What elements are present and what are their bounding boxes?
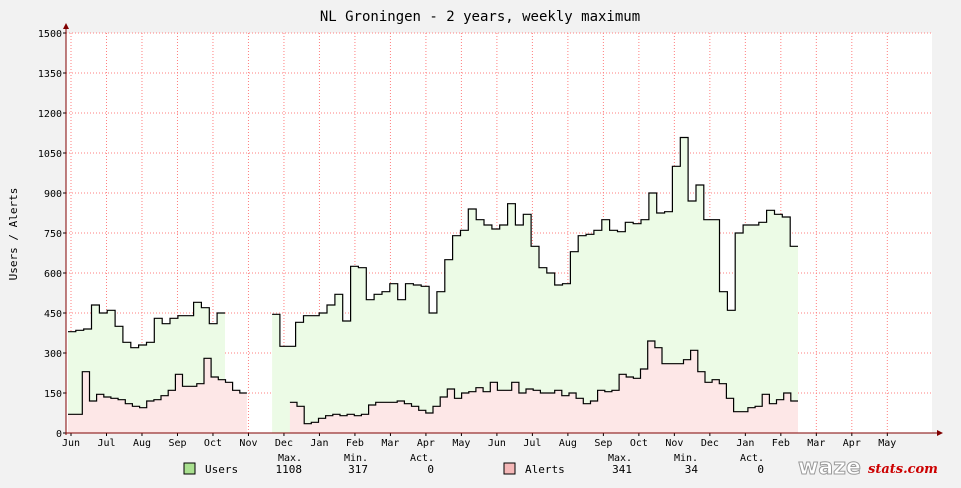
x-axis-arrow [937, 430, 943, 436]
y-axis-label: Users / Alerts [7, 188, 20, 281]
y-tick-label: 0 [56, 429, 62, 440]
x-tick-label: Nov [239, 438, 257, 449]
legend-swatch-alerts [503, 462, 516, 475]
x-tick-label: Jan [310, 438, 328, 449]
y-tick-label: 1050 [38, 149, 62, 160]
legend-header: Act. [740, 453, 764, 464]
chart-title: NL Groningen - 2 years, weekly maximum [320, 9, 640, 25]
x-tick-label: Jan [736, 438, 754, 449]
logo-waze: waze [798, 455, 861, 480]
legend-value: 317 [348, 463, 368, 476]
x-tick-label: Dec [275, 438, 293, 449]
logo-stats: stats.com [868, 462, 938, 477]
line-alerts [68, 357, 247, 415]
legend-label-users: Users [205, 463, 238, 476]
legend-label-alerts: Alerts [525, 463, 565, 476]
x-tick-label: Apr [843, 438, 861, 449]
y-tick-label: 1200 [38, 109, 62, 120]
x-tick-label: Sep [168, 438, 186, 449]
y-tick-label: 600 [44, 269, 62, 280]
legend-header: Act. [410, 453, 434, 464]
x-tick-label: Jun [488, 438, 506, 449]
x-tick-label: Apr [417, 438, 435, 449]
area-users [272, 137, 799, 433]
y-tick-label: 1500 [38, 29, 62, 40]
y-tick-label: 300 [44, 349, 62, 360]
y-tick-label: 1350 [38, 69, 62, 80]
y-tick-label: 900 [44, 189, 62, 200]
legend-header: Max. [608, 453, 632, 464]
x-tick-label: Mar [381, 438, 399, 449]
x-tick-label: Aug [559, 438, 577, 449]
waze-stats-logo: waze stats.com [798, 455, 938, 481]
x-tick-label: Jul [523, 438, 541, 449]
legend-header: Min. [674, 453, 698, 464]
legend-value: 0 [427, 463, 434, 476]
legend-swatch-users [183, 462, 196, 475]
x-tick-label: Sep [594, 438, 612, 449]
x-tick-label: Oct [630, 438, 648, 449]
x-tick-label: Oct [204, 438, 222, 449]
line-users [272, 136, 798, 347]
x-tick-label: Jun [62, 438, 80, 449]
x-tick-label: Dec [701, 438, 719, 449]
x-tick-label: Jul [97, 438, 115, 449]
line-alerts [289, 340, 798, 425]
line-users [68, 301, 225, 349]
axes: 0 150 300 450 600 750 900 1050 1200 1350 1500 Jun Ju… [38, 23, 943, 449]
legend-value: 1108 [276, 463, 303, 476]
lines [68, 136, 798, 425]
legend-value: 0 [757, 463, 764, 476]
x-tick-label: Feb [346, 438, 364, 449]
y-tick-label: 450 [44, 309, 62, 320]
area-alerts [68, 358, 247, 433]
x-tick-label: Feb [772, 438, 790, 449]
y-tick-label: 750 [44, 229, 62, 240]
legend-value: 34 [685, 463, 699, 476]
x-tick-label: May [452, 438, 470, 449]
x-tick-label: Aug [133, 438, 151, 449]
legend-header: Min. [344, 453, 368, 464]
y-tick-label: 150 [44, 389, 62, 400]
x-tick-label: Mar [807, 438, 825, 449]
legend-header: Max. [278, 453, 302, 464]
x-tick-label: Nov [665, 438, 683, 449]
y-axis-arrow [63, 23, 69, 29]
x-tick-label: May [878, 438, 896, 449]
legend-value: 341 [612, 463, 632, 476]
